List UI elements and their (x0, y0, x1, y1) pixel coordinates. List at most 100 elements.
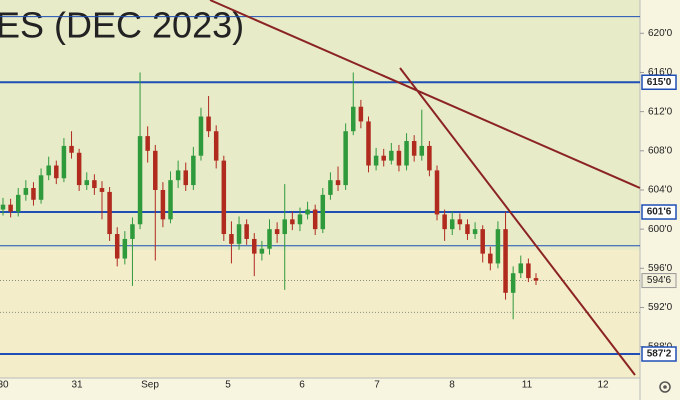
candle-body (168, 180, 173, 220)
candle-body (38, 175, 44, 200)
candle-body (183, 170, 188, 186)
x-tick-label: 12 (597, 380, 609, 391)
axis-labels: 620'0 616'0 612'0 608'0 604'0 600'0 596'0 592'0… (0, 28, 677, 391)
x-tick-label: 31 (71, 380, 83, 391)
y-tick-label: 604'0 (648, 185, 673, 196)
x-tick-label: 6 (299, 380, 305, 391)
candle-body (457, 219, 463, 225)
candle-body (252, 238, 257, 254)
level-label: 615'0 (647, 77, 672, 88)
candle-body (137, 136, 143, 225)
candle-body (213, 131, 219, 161)
candle-body (381, 155, 386, 161)
candle-body (221, 160, 227, 235)
x-tick-label: Sep (141, 380, 159, 391)
x-tick-label: 7 (374, 380, 380, 391)
level-tag (641, 74, 677, 91)
level-tag (641, 204, 677, 220)
candle-body (236, 224, 242, 244)
candle-body (99, 188, 105, 192)
candle-body (122, 238, 128, 259)
candle-body (267, 229, 272, 249)
candle-body (153, 150, 158, 190)
candle-body (510, 273, 516, 293)
upper-zone (0, 0, 640, 250)
candle-body (480, 229, 485, 254)
candle-body (404, 141, 409, 166)
candle-body (46, 165, 51, 176)
candle-body (488, 253, 493, 264)
candle-body (274, 229, 280, 235)
candle-body (449, 219, 455, 230)
candle-body (335, 180, 341, 186)
candle-body (442, 214, 447, 230)
candle-body (465, 224, 470, 235)
y-tick-label: 612'0 (648, 106, 673, 117)
x-tick-label: 5 (225, 380, 231, 391)
candle-body (373, 155, 379, 166)
candle-body (31, 188, 36, 200)
candle-body (358, 106, 364, 122)
candle-body (343, 131, 348, 186)
plot (0, 16, 640, 356)
candle-body (191, 155, 196, 186)
y-tick-label: 600'0 (648, 224, 673, 235)
y-tick-label: 596'0 (648, 263, 673, 274)
trend-line (399, 67, 636, 376)
level-label: 601'6 (647, 207, 672, 218)
candle-body (160, 189, 166, 220)
candle-body (244, 224, 249, 239)
candle-body (411, 141, 417, 156)
candle-body (320, 194, 326, 230)
candle-body (366, 121, 371, 166)
candle-body (297, 214, 303, 225)
candle-body (84, 180, 90, 186)
candle-body (389, 150, 394, 161)
candle-body (92, 180, 97, 189)
y-tick-label: 592'0 (648, 302, 673, 313)
candle-body (23, 188, 29, 195)
last-price-tag (641, 273, 677, 289)
candle-body (282, 219, 287, 235)
y-tick-label: 616'0 (648, 67, 673, 78)
candle-body (54, 165, 59, 179)
candle-body (107, 191, 112, 235)
candle-body (8, 204, 13, 212)
candle-body (145, 136, 150, 151)
trend-line (209, 0, 641, 189)
level-tag (641, 346, 677, 362)
candle-body (396, 150, 402, 166)
price-axis (640, 0, 680, 400)
y-tick-label: 620'0 (648, 28, 673, 39)
candle-body (312, 209, 318, 230)
candle-body (434, 170, 440, 215)
candle-body (229, 234, 234, 244)
candle-body (76, 152, 82, 186)
candle-body (495, 229, 501, 264)
candle-body (518, 263, 524, 274)
candle-body (503, 229, 508, 293)
candle-body (61, 145, 67, 179)
candle-body (198, 116, 204, 156)
candle-body (419, 145, 425, 156)
candle-body (0, 204, 6, 210)
candle-body (175, 170, 181, 181)
time-axis (0, 378, 640, 400)
candle-body (69, 145, 74, 153)
candle-body (351, 106, 356, 132)
candle-body (305, 209, 310, 215)
lower-zone (0, 250, 640, 378)
candle-body (526, 263, 531, 279)
y-tick-label: 608'0 (648, 145, 673, 156)
candle-body (206, 116, 211, 132)
candle-body (533, 278, 539, 281)
x-tick-label: 8 (449, 380, 455, 391)
settings-icon[interactable] (659, 381, 671, 393)
candle-body (427, 145, 432, 171)
candle-body (130, 224, 135, 239)
x-tick-label: 11 (522, 380, 533, 391)
candle-body (15, 194, 21, 212)
candle-body (328, 180, 333, 195)
